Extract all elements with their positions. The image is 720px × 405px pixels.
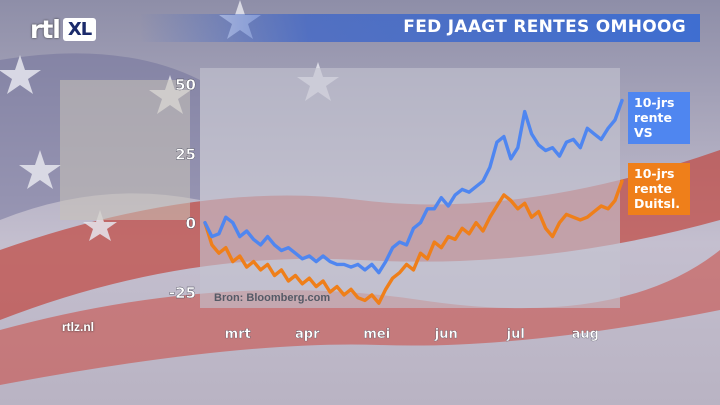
legend-us: 10-jrs rente VS xyxy=(628,92,690,144)
legend-line: rente xyxy=(634,110,672,125)
x-tick-label: jun xyxy=(434,327,458,342)
series-line-us xyxy=(203,98,624,275)
logo-xl-badge: XL xyxy=(62,17,97,41)
y-tick-label: 25 xyxy=(175,145,196,163)
x-tick-label: aug xyxy=(572,327,599,342)
legend-line: Duitsl. xyxy=(634,196,681,211)
rtlz-logo: rtl XL xyxy=(30,14,97,44)
series-lines xyxy=(203,98,624,305)
y-tick-label: -25 xyxy=(169,284,196,302)
legend-line: 10-jrs xyxy=(634,95,675,110)
x-tick-label: jul xyxy=(506,327,525,342)
legend-line: rente xyxy=(634,181,672,196)
logo-rtl-text: rtl xyxy=(30,14,61,44)
y-axis: 50 25 0 -25 xyxy=(169,76,197,303)
plot-panel xyxy=(200,68,620,308)
x-tick-label: apr xyxy=(295,327,320,342)
x-tick-label: mei xyxy=(363,327,390,342)
site-url: rtlz.nl xyxy=(62,320,94,334)
chart-title: FED JAAGT RENTES OMHOOG xyxy=(403,17,686,37)
y-tick-label: 0 xyxy=(186,215,196,233)
series-line-de xyxy=(203,179,624,305)
x-axis: mrt apr mei jun jul aug xyxy=(224,327,599,342)
legend-de: 10-jrs rente Duitsl. xyxy=(628,163,690,215)
title-bar: FED JAAGT RENTES OMHOOG xyxy=(140,14,700,42)
x-tick-label: mrt xyxy=(225,327,251,342)
chart-source: Bron: Bloomberg.com xyxy=(214,292,330,304)
legend-line: VS xyxy=(634,125,653,140)
legend-line: 10-jrs xyxy=(634,166,675,181)
y-tick-label: 50 xyxy=(175,76,196,94)
